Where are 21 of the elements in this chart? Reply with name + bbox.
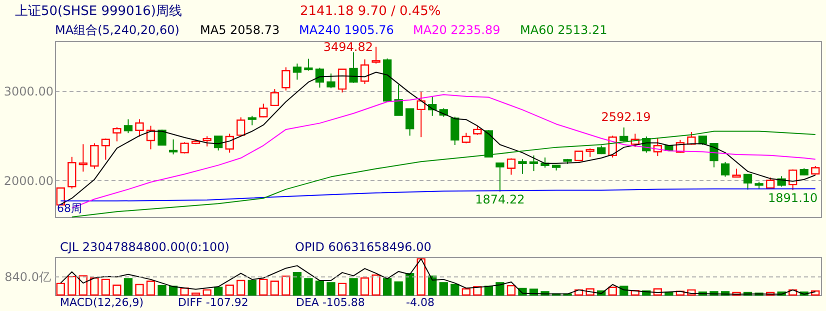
text: MACD(12,26,9): [60, 296, 144, 309]
annotation: 1874.22: [475, 192, 525, 207]
text: MA5 2058.73: [200, 23, 280, 37]
text: MA60 2513.21: [520, 23, 608, 37]
ref-line-label: 840.0亿: [4, 270, 51, 284]
text: DIFF -107.92: [178, 296, 248, 309]
annotation: 1891.10: [768, 191, 818, 206]
annotation: 3494.82: [323, 40, 373, 54]
legend-title: MA组合(5,240,20,60): [55, 23, 180, 37]
text: MA240 1905.76: [299, 23, 394, 37]
text: CJL 23047884800.00(0:100): [60, 240, 230, 254]
annotation: 2592.19: [601, 110, 651, 124]
text: -4.08: [406, 296, 434, 309]
y-tick-label: 3000.00: [4, 84, 54, 99]
text: OPID 60631658496.00: [295, 240, 432, 254]
chart-title: 上证50(SHSE 999016)周线: [15, 4, 182, 19]
text: MA20 2235.89: [413, 23, 500, 37]
y-tick-label: 2000.00: [4, 174, 54, 188]
text: DEA -105.88: [296, 296, 365, 309]
chart-subtitle: 2141.18 9.70 / 0.45%: [300, 4, 441, 19]
annotation: 68周: [57, 202, 82, 215]
